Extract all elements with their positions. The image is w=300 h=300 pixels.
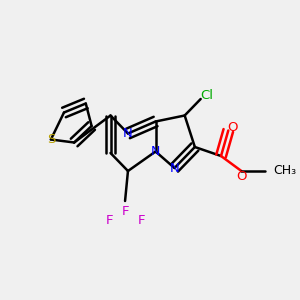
Text: O: O: [236, 170, 247, 184]
Text: F: F: [105, 214, 113, 227]
Text: F: F: [121, 205, 129, 218]
Text: N: N: [123, 127, 133, 140]
Text: F: F: [137, 214, 145, 227]
Text: N: N: [151, 145, 160, 158]
Text: S: S: [47, 133, 55, 146]
Text: Cl: Cl: [200, 89, 213, 103]
Text: N: N: [169, 161, 179, 175]
Text: CH₃: CH₃: [273, 164, 296, 178]
Text: O: O: [227, 121, 238, 134]
